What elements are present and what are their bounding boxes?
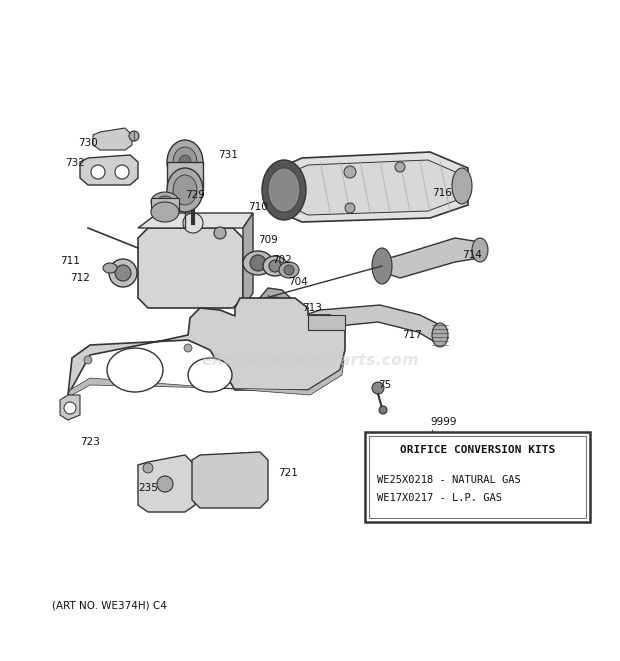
Bar xyxy=(369,436,586,518)
Text: 702: 702 xyxy=(272,255,292,265)
Polygon shape xyxy=(255,288,298,335)
Ellipse shape xyxy=(183,213,203,233)
Polygon shape xyxy=(68,298,345,395)
Text: 730: 730 xyxy=(78,138,98,148)
Ellipse shape xyxy=(157,476,173,492)
Polygon shape xyxy=(138,228,243,308)
Text: eReplacementParts.com: eReplacementParts.com xyxy=(201,352,419,368)
Ellipse shape xyxy=(115,265,131,281)
Text: 75: 75 xyxy=(378,380,391,390)
Ellipse shape xyxy=(472,238,488,262)
Polygon shape xyxy=(192,452,268,508)
Ellipse shape xyxy=(107,348,163,392)
Polygon shape xyxy=(243,213,253,308)
Ellipse shape xyxy=(279,262,299,278)
Polygon shape xyxy=(60,395,80,420)
Ellipse shape xyxy=(372,248,392,284)
Ellipse shape xyxy=(91,165,105,179)
Text: 704: 704 xyxy=(288,277,308,287)
Ellipse shape xyxy=(188,195,198,205)
Ellipse shape xyxy=(167,168,203,212)
Text: (ART NO. WE374H) C4: (ART NO. WE374H) C4 xyxy=(52,600,167,610)
Text: 721: 721 xyxy=(278,468,298,478)
Ellipse shape xyxy=(214,227,226,239)
Polygon shape xyxy=(288,305,448,345)
Polygon shape xyxy=(270,152,468,222)
Ellipse shape xyxy=(188,358,232,392)
Text: WE17X0217 - L.P. GAS: WE17X0217 - L.P. GAS xyxy=(377,493,502,503)
Text: 235: 235 xyxy=(138,483,158,493)
Ellipse shape xyxy=(64,402,76,414)
Text: 731: 731 xyxy=(218,150,238,160)
Text: ORIFICE CONVERSION KITS: ORIFICE CONVERSION KITS xyxy=(400,445,555,455)
Ellipse shape xyxy=(151,192,179,212)
Text: 711: 711 xyxy=(60,256,80,266)
Ellipse shape xyxy=(173,147,197,177)
Ellipse shape xyxy=(243,251,273,275)
Ellipse shape xyxy=(173,175,197,205)
Ellipse shape xyxy=(129,131,139,141)
Ellipse shape xyxy=(344,166,356,178)
Ellipse shape xyxy=(184,344,192,352)
Ellipse shape xyxy=(84,356,92,364)
Ellipse shape xyxy=(379,406,387,414)
Ellipse shape xyxy=(269,260,281,272)
Ellipse shape xyxy=(167,140,203,184)
Ellipse shape xyxy=(432,323,448,347)
Ellipse shape xyxy=(143,463,153,473)
Ellipse shape xyxy=(151,202,179,222)
Polygon shape xyxy=(80,155,138,185)
Polygon shape xyxy=(382,238,480,278)
Ellipse shape xyxy=(263,297,287,329)
Ellipse shape xyxy=(395,162,405,172)
Text: 712: 712 xyxy=(70,273,90,283)
Ellipse shape xyxy=(179,155,191,169)
Ellipse shape xyxy=(284,265,294,275)
Ellipse shape xyxy=(452,168,472,204)
Polygon shape xyxy=(308,315,345,330)
Ellipse shape xyxy=(268,168,300,212)
Polygon shape xyxy=(68,360,344,395)
Text: 732: 732 xyxy=(65,158,85,168)
Polygon shape xyxy=(138,455,195,512)
Text: 713: 713 xyxy=(302,303,322,313)
Ellipse shape xyxy=(157,196,173,208)
Bar xyxy=(365,432,590,522)
Polygon shape xyxy=(278,160,460,215)
Ellipse shape xyxy=(103,263,117,273)
Text: WE25X0218 - NATURAL GAS: WE25X0218 - NATURAL GAS xyxy=(377,475,521,485)
Ellipse shape xyxy=(109,259,137,287)
Text: 717: 717 xyxy=(402,330,422,340)
Text: 9999: 9999 xyxy=(430,417,456,427)
Ellipse shape xyxy=(345,203,355,213)
Text: 729: 729 xyxy=(185,190,205,200)
Polygon shape xyxy=(138,213,253,228)
Polygon shape xyxy=(93,128,132,150)
Ellipse shape xyxy=(250,255,266,271)
Ellipse shape xyxy=(263,256,287,276)
Text: 723: 723 xyxy=(80,437,100,447)
Text: 714: 714 xyxy=(462,250,482,260)
Bar xyxy=(151,198,179,212)
Ellipse shape xyxy=(115,165,129,179)
Text: 716: 716 xyxy=(432,188,452,198)
Ellipse shape xyxy=(372,382,384,394)
Bar xyxy=(167,162,203,190)
Text: 709: 709 xyxy=(258,235,278,245)
Text: 710: 710 xyxy=(248,202,268,212)
Ellipse shape xyxy=(262,160,306,220)
